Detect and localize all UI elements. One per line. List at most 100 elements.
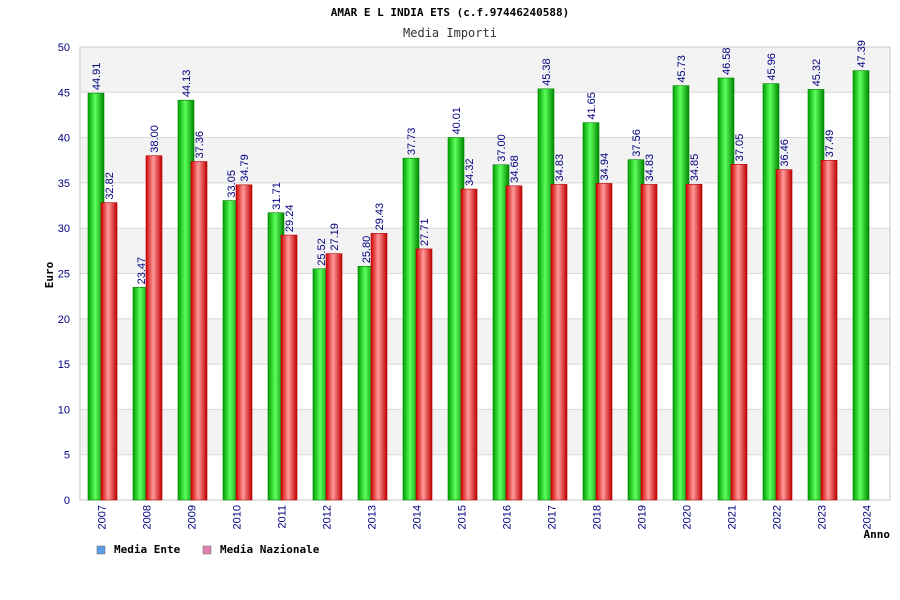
y-tick-label: 45 <box>58 87 70 99</box>
legend-label: Media Nazionale <box>220 543 320 556</box>
bar-media-nazionale <box>100 202 118 501</box>
grid <box>79 46 891 501</box>
data-label: 34.79 <box>239 154 251 182</box>
x-tick-label: 2022 <box>772 505 784 529</box>
x-axis-label: Anno <box>864 528 891 541</box>
grid-band <box>80 92 890 138</box>
data-label: 34.83 <box>554 154 566 182</box>
y-tick-label: 25 <box>58 269 70 281</box>
data-label: 29.24 <box>284 205 296 233</box>
bar-media-nazionale <box>415 248 433 501</box>
data-label: 34.83 <box>644 154 656 182</box>
grid-band <box>80 273 890 319</box>
y-axis-label: Euro <box>43 261 56 288</box>
data-label: 44.91 <box>91 63 103 91</box>
y-tick-label: 40 <box>58 133 70 145</box>
data-label: 46.58 <box>721 47 733 75</box>
y-tick-label: 20 <box>58 314 70 326</box>
bars: 44.91 23.47 44.13 33.05 31.71 25.52 25.80 37.73… <box>87 40 870 501</box>
bar-media-nazionale <box>370 233 388 501</box>
bar-media-nazionale <box>820 160 838 501</box>
data-label: 37.00 <box>496 134 508 162</box>
bar-media-nazionale <box>190 161 208 501</box>
bar-media-nazionale <box>145 155 163 501</box>
data-label: 34.68 <box>509 155 521 183</box>
bar-media-nazionale <box>550 184 568 501</box>
grid-band <box>80 228 890 274</box>
legend-swatch <box>202 545 212 555</box>
legend-label: Media Ente <box>114 543 181 556</box>
legend-swatch <box>96 545 106 555</box>
data-label: 34.94 <box>599 153 611 181</box>
bar-media-nazionale <box>235 184 253 501</box>
x-tick-label: 2024 <box>862 505 874 529</box>
chart-subtitle: Media Importi <box>403 26 497 40</box>
data-label: 45.38 <box>541 58 553 86</box>
data-label: 33.05 <box>226 170 238 198</box>
grid-band <box>80 47 890 93</box>
y-tick-label: 10 <box>58 404 70 416</box>
data-label: 45.96 <box>766 53 778 81</box>
data-label: 27.71 <box>419 218 431 246</box>
bar-media-nazionale <box>325 253 343 501</box>
legend: Media Ente Media Nazionale <box>96 543 320 556</box>
data-label: 29.43 <box>374 203 386 231</box>
data-label: 25.80 <box>361 236 373 264</box>
y-tick-label: 0 <box>64 495 70 507</box>
y-tick-label: 15 <box>58 359 70 371</box>
data-label: 36.46 <box>779 139 791 167</box>
bar-media-ente <box>852 70 870 501</box>
data-label: 41.65 <box>586 92 598 120</box>
data-label: 31.71 <box>271 182 283 210</box>
data-label: 47.39 <box>856 40 868 68</box>
data-label: 25.52 <box>316 238 328 266</box>
bar-media-nazionale <box>460 188 478 501</box>
data-label: 37.49 <box>824 130 836 158</box>
data-label: 32.82 <box>104 172 116 200</box>
data-label: 37.05 <box>734 134 746 162</box>
data-label: 27.19 <box>329 223 341 251</box>
data-label: 37.56 <box>631 129 643 157</box>
x-tick-label: 2013 <box>367 505 379 529</box>
x-tick-label: 2007 <box>97 505 109 529</box>
data-label: 34.32 <box>464 159 476 187</box>
x-tick-label: 2008 <box>142 505 154 529</box>
plot-frame <box>79 46 891 501</box>
x-tick-label: 2014 <box>412 505 424 529</box>
grid-band <box>80 454 890 500</box>
bar-media-nazionale <box>640 184 658 501</box>
chart-title: AMAR E L INDIA ETS (c.f.97446240588) <box>331 6 569 19</box>
x-tick-label: 2011 <box>277 505 289 529</box>
bar-media-nazionale <box>685 183 703 501</box>
y-tick-label: 30 <box>58 223 70 235</box>
x-tick-label: 2020 <box>682 505 694 529</box>
y-tick-label: 50 <box>58 42 70 54</box>
x-tick-label: 2012 <box>322 505 334 529</box>
data-label: 38.00 <box>149 125 161 153</box>
x-tick-label: 2018 <box>592 505 604 529</box>
bar-media-nazionale <box>730 164 748 501</box>
x-tick-label: 2015 <box>457 505 469 529</box>
grid-band <box>80 364 890 410</box>
grid-band <box>80 409 890 455</box>
x-tick-label: 2017 <box>547 505 559 529</box>
data-label: 45.32 <box>811 59 823 87</box>
x-tick-label: 2019 <box>637 505 649 529</box>
y-tick-label: 5 <box>64 450 70 462</box>
grid-band <box>80 137 890 183</box>
data-label: 37.36 <box>194 131 206 159</box>
bar-media-nazionale <box>775 169 793 501</box>
data-label: 40.01 <box>451 107 463 135</box>
grid-band <box>80 318 890 365</box>
bar-media-nazionale <box>280 234 298 501</box>
data-label: 45.73 <box>676 55 688 83</box>
x-tick-label: 2016 <box>502 505 514 529</box>
y-tick-label: 35 <box>58 178 70 190</box>
x-tick-label: 2021 <box>727 505 739 529</box>
axis-ticks: 0 5 10 15 20 25 30 35 40 45 50 2007 2008 2009 2010 2011… <box>58 42 874 529</box>
data-label: 44.13 <box>181 70 193 98</box>
grid-band <box>80 182 890 229</box>
x-tick-label: 2009 <box>187 505 199 529</box>
x-tick-label: 2010 <box>232 505 244 529</box>
